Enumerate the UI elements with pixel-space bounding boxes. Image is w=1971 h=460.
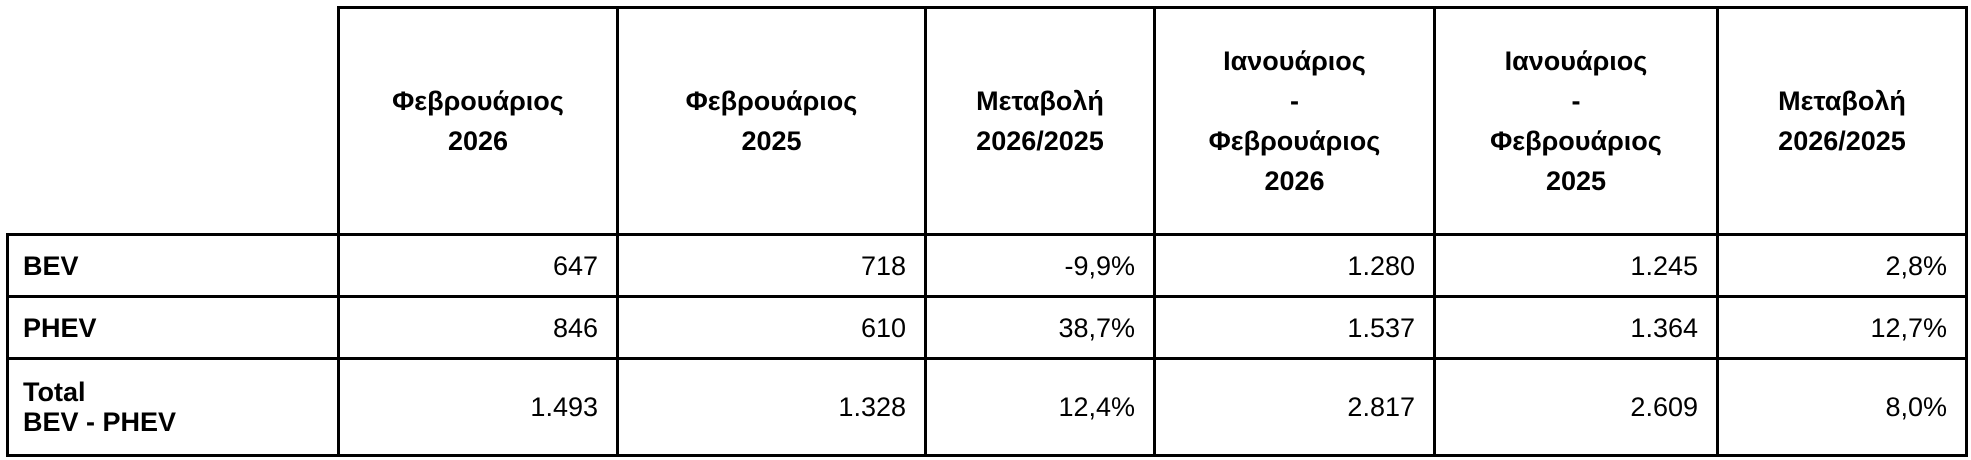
header-cell: Μεταβολή 2026/2025 — [924, 6, 1156, 236]
data-cell: 647 — [337, 233, 619, 298]
header-cell: Ιανουάριος - Φεβρουάριος 2026 — [1153, 6, 1436, 236]
text-line: Φεβρουάριος — [1208, 126, 1381, 156]
header-cell: Ιανουάριος - Φεβρουάριος 2025 — [1433, 6, 1719, 236]
text-line: Φεβρουάριος — [1490, 126, 1662, 156]
header-cell: Φεβρουάριος 2026 — [337, 6, 619, 236]
text-line: 2025 — [1545, 166, 1607, 196]
row-label: PHEV — [6, 295, 340, 360]
header-cell: Φεβρουάριος 2025 — [616, 6, 927, 236]
corner-cell — [7, 7, 340, 236]
text-line: Ιανουάριος — [1223, 46, 1366, 76]
data-row: PHEV 846 610 38,7% 1.537 1.364 12,7% — [6, 295, 1968, 360]
text-line: 2026 — [447, 126, 509, 156]
data-cell: -9,9% — [924, 233, 1156, 298]
data-cell: 2.609 — [1433, 357, 1719, 457]
data-cell: 8,0% — [1716, 357, 1968, 457]
data-cell: 1.493 — [337, 357, 619, 457]
text-line: Μεταβολή — [1778, 86, 1906, 116]
data-table: Φεβρουάριος 2026 Φεβρουάριος 2025 Μεταβολή 20… — [6, 6, 1968, 457]
text-line: - — [1571, 86, 1581, 116]
data-row: Total BEV - PHEV 1.493 1.328 12,4% 2.817 2.609… — [6, 357, 1968, 457]
text-line: Φεβρουάριος — [392, 86, 564, 116]
text-line: BEV — [23, 250, 79, 281]
row-label: Total BEV - PHEV — [6, 357, 340, 457]
text-line: BEV - PHEV — [23, 407, 177, 437]
data-cell: 2,8% — [1716, 233, 1968, 298]
row-label: BEV — [6, 233, 340, 298]
text-line: 2025 — [741, 126, 802, 156]
text-line: Total — [23, 377, 86, 407]
data-row: BEV 647 718 -9,9% 1.280 1.245 2,8% — [6, 233, 1968, 298]
text-line: 2026/2025 — [976, 126, 1104, 156]
data-cell: 38,7% — [924, 295, 1156, 360]
data-cell: 610 — [616, 295, 927, 360]
text-line: 2026/2025 — [1778, 126, 1906, 156]
header-row: Φεβρουάριος 2026 Φεβρουάριος 2025 Μεταβολή 20… — [7, 6, 1968, 236]
data-cell: 1.328 — [616, 357, 927, 457]
text-line: - — [1290, 86, 1299, 116]
text-line: Ιανουάριος — [1504, 46, 1648, 76]
data-cell: 2.817 — [1153, 357, 1436, 457]
data-cell: 12,4% — [924, 357, 1156, 457]
text-line: Φεβρουάριος — [685, 86, 858, 116]
text-line: PHEV — [23, 312, 97, 343]
data-cell: 1.364 — [1433, 295, 1719, 360]
data-cell: 12,7% — [1716, 295, 1968, 360]
data-cell: 718 — [616, 233, 927, 298]
data-cell: 1.245 — [1433, 233, 1719, 298]
data-cell: 1.280 — [1153, 233, 1436, 298]
text-line: 2026 — [1264, 166, 1325, 196]
data-cell: 1.537 — [1153, 295, 1436, 360]
data-cell: 846 — [337, 295, 619, 360]
header-cell: Μεταβολή 2026/2025 — [1716, 6, 1968, 236]
text-line: Μεταβολή — [976, 86, 1104, 116]
